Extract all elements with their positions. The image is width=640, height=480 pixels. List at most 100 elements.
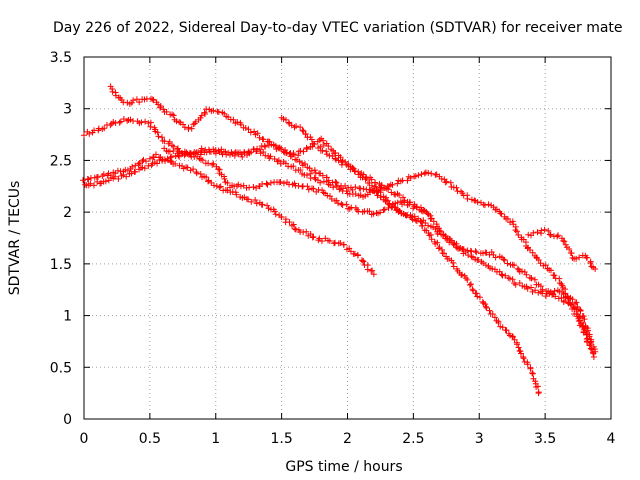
data-point bbox=[319, 147, 326, 154]
data-point bbox=[307, 230, 314, 237]
data-point bbox=[332, 149, 339, 156]
data-point bbox=[217, 183, 224, 190]
data-point bbox=[201, 109, 208, 116]
data-point bbox=[552, 293, 559, 300]
data-point bbox=[587, 341, 594, 348]
data-point bbox=[450, 263, 457, 270]
data-point bbox=[120, 116, 127, 123]
data-point bbox=[158, 134, 165, 141]
data-point bbox=[299, 127, 306, 134]
data-point bbox=[86, 130, 93, 137]
data-point bbox=[368, 176, 375, 183]
data-point bbox=[317, 143, 324, 150]
data-point bbox=[428, 170, 435, 177]
data-point bbox=[283, 149, 290, 156]
data-point bbox=[509, 218, 516, 225]
data-point bbox=[580, 313, 587, 320]
data-point bbox=[504, 260, 511, 267]
data-point bbox=[295, 152, 302, 159]
data-point bbox=[482, 303, 489, 310]
data-point bbox=[277, 179, 284, 186]
data-point bbox=[230, 116, 237, 123]
data-point bbox=[436, 227, 443, 234]
data-point bbox=[172, 160, 179, 167]
data-point bbox=[362, 173, 369, 180]
data-point bbox=[333, 197, 340, 204]
data-point bbox=[454, 188, 461, 195]
data-point bbox=[396, 192, 403, 199]
data-point bbox=[343, 201, 350, 208]
data-point bbox=[592, 266, 599, 273]
data-point bbox=[188, 125, 195, 132]
data-point bbox=[510, 221, 517, 228]
chart-title: Day 226 of 2022, Sidereal Day-to-day VTE… bbox=[53, 20, 623, 36]
data-point bbox=[320, 141, 327, 148]
data-point bbox=[190, 166, 197, 173]
data-point bbox=[509, 333, 516, 340]
data-point bbox=[114, 167, 121, 174]
data-point bbox=[506, 275, 513, 282]
data-point bbox=[252, 197, 259, 204]
data-point bbox=[138, 119, 145, 126]
data-point bbox=[317, 179, 324, 186]
data-point bbox=[304, 183, 311, 190]
data-point bbox=[495, 319, 502, 326]
data-point bbox=[257, 146, 264, 153]
data-point bbox=[302, 161, 309, 168]
data-point bbox=[464, 276, 471, 283]
data-point bbox=[537, 283, 544, 290]
data-point bbox=[430, 218, 437, 225]
data-point bbox=[257, 150, 264, 157]
data-point bbox=[297, 124, 304, 131]
grid-lines bbox=[84, 57, 611, 419]
data-point bbox=[473, 249, 480, 256]
data-point bbox=[425, 222, 432, 229]
data-point bbox=[564, 299, 571, 306]
data-point bbox=[547, 267, 554, 274]
data-point bbox=[254, 145, 261, 152]
data-point bbox=[498, 210, 505, 217]
data-point bbox=[271, 208, 278, 215]
data-point bbox=[308, 167, 315, 174]
data-point bbox=[586, 333, 593, 340]
data-point bbox=[234, 119, 241, 126]
data-point bbox=[360, 258, 367, 265]
data-point bbox=[182, 151, 189, 158]
data-point bbox=[576, 254, 583, 261]
data-point bbox=[147, 123, 154, 130]
data-point bbox=[331, 239, 338, 246]
data-point bbox=[340, 241, 347, 248]
data-point bbox=[524, 361, 531, 368]
data-point bbox=[337, 240, 344, 247]
data-point bbox=[366, 179, 373, 186]
data-point bbox=[160, 106, 167, 113]
data-point bbox=[152, 151, 159, 158]
data-point bbox=[272, 211, 279, 218]
data-point bbox=[467, 281, 474, 288]
data-point bbox=[325, 143, 332, 150]
data-point bbox=[212, 147, 219, 154]
series-track-6 bbox=[278, 114, 595, 345]
data-point bbox=[335, 157, 342, 164]
data-point bbox=[247, 129, 254, 136]
data-point bbox=[500, 256, 507, 263]
data-point bbox=[127, 116, 134, 123]
data-point bbox=[512, 227, 519, 234]
data-point bbox=[251, 128, 258, 135]
x-tick-label: 2 bbox=[343, 431, 352, 447]
data-point bbox=[355, 208, 362, 215]
data-point bbox=[563, 293, 570, 300]
data-point bbox=[376, 209, 383, 216]
data-point bbox=[297, 167, 304, 174]
data-point bbox=[528, 275, 535, 282]
data-point bbox=[381, 206, 388, 213]
data-point bbox=[107, 122, 114, 129]
series-track-2 bbox=[80, 116, 430, 218]
data-point bbox=[268, 141, 275, 148]
data-point bbox=[435, 245, 442, 252]
data-point bbox=[87, 180, 94, 187]
data-point bbox=[531, 276, 538, 283]
data-point bbox=[473, 290, 480, 297]
data-point bbox=[560, 297, 567, 304]
data-point bbox=[228, 149, 235, 156]
